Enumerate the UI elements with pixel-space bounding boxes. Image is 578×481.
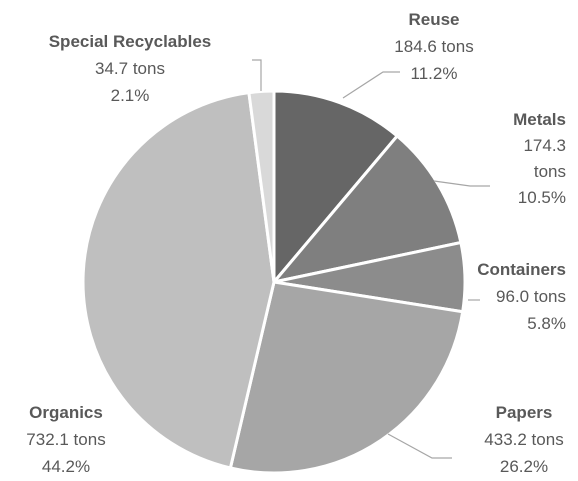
data-label-special-recyclables-tons: 34.7 tons: [95, 59, 165, 78]
data-label-papers-tons: 433.2 tons: [484, 430, 563, 449]
data-label-reuse-percent: 11.2%: [411, 64, 458, 83]
data-label-papers-name: Papers: [496, 403, 553, 422]
data-label-reuse-tons: 184.6 tons: [394, 37, 473, 56]
data-label-containers-name: Containers: [477, 260, 566, 279]
leader-line-special-recyclables: [252, 59, 262, 91]
data-label-containers-tons: 96.0 tons: [496, 287, 566, 306]
data-label-metals-name: Metals: [513, 110, 566, 129]
leader-line-papers: [387, 433, 452, 459]
pie-slice-organics: [81, 90, 276, 470]
slice-labels: Reuse 184.6 tons 11.2% Metals 174.3 tons 10.5%…: [26, 10, 566, 476]
data-label-containers-percent: 5.8%: [527, 314, 566, 333]
data-label-metals-percent: 10.5%: [518, 188, 566, 207]
data-label-special-recyclables-name: Special Recyclables: [49, 32, 212, 51]
pie-slice-metals: [270, 133, 463, 285]
leader-lines: [252, 59, 490, 459]
data-label-metals-tons: 174.3: [523, 136, 566, 155]
pie-slices: [81, 89, 467, 475]
data-label-organics-tons: 732.1 tons: [26, 430, 105, 449]
data-label-organics-name: Organics: [29, 403, 103, 422]
data-label-reuse-name: Reuse: [408, 10, 459, 29]
data-label-papers-percent: 26.2%: [500, 457, 548, 476]
data-label-organics-percent: 44.2%: [42, 457, 90, 476]
pie-slice-reuse: [272, 89, 400, 287]
pie-slice-special-recyclables: [247, 89, 276, 283]
data-label-metals-tons-unit: tons: [534, 162, 566, 181]
data-label-special-recyclables-percent: 2.1%: [111, 86, 150, 105]
leader-line-metals: [433, 180, 490, 187]
pie-slice-papers: [228, 280, 465, 475]
leader-line-reuse: [342, 71, 400, 99]
